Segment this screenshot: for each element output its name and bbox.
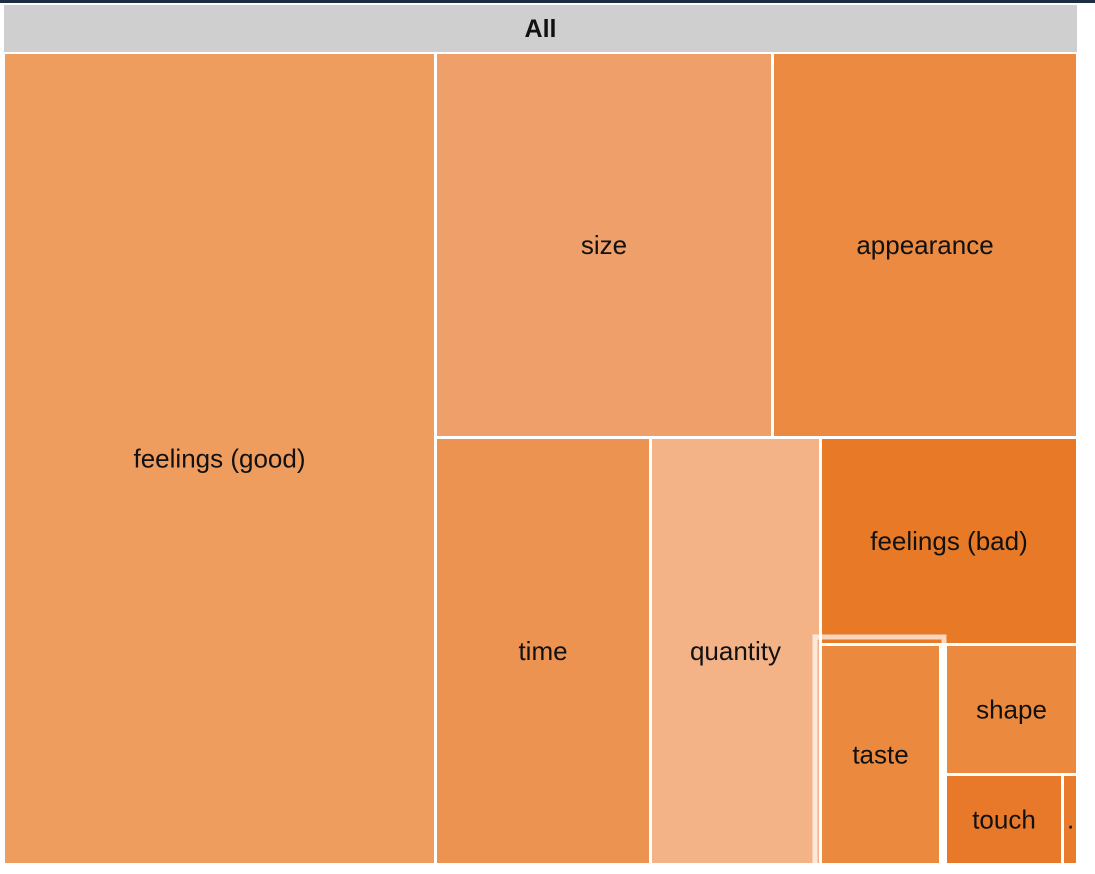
treemap-tile-feelings-bad[interactable]: feelings (bad) <box>820 437 1078 645</box>
treemap-tile-rect[interactable] <box>945 774 1063 865</box>
treemap-tile-label: size <box>581 230 627 260</box>
treemap-tile-label: taste <box>852 740 908 770</box>
treemap-tile-quantity[interactable]: quantity <box>650 437 821 865</box>
treemap-tile-rect[interactable] <box>3 52 436 865</box>
treemap-tile-size[interactable]: size <box>435 52 773 438</box>
top-border-line <box>0 0 1095 3</box>
treemap-tile-label: time <box>518 636 567 666</box>
root-label: All <box>525 15 557 43</box>
treemap-tile-label: quantity <box>690 636 781 666</box>
treemap-tile-feelings-good[interactable]: feelings (good) <box>3 52 436 865</box>
treemap-tile-label: feelings (bad) <box>870 526 1028 556</box>
root-header-bar[interactable] <box>4 5 1077 52</box>
treemap-tile-rect[interactable] <box>650 437 821 865</box>
treemap-tile-rect[interactable] <box>1062 774 1078 865</box>
treemap-tile-label: shape <box>976 695 1047 725</box>
treemap-tile-more[interactable]: . <box>1062 774 1078 865</box>
treemap-tile-label: feelings (good) <box>134 444 306 474</box>
treemap-tile-rect[interactable] <box>435 437 651 865</box>
treemap-tile-rect[interactable] <box>772 52 1078 438</box>
treemap-root[interactable]: All <box>4 5 1077 52</box>
treemap-tile-shape[interactable]: shape <box>945 644 1078 775</box>
treemap-tile-label: appearance <box>856 230 993 260</box>
treemap-tile-rect[interactable] <box>820 437 1078 645</box>
treemap-tile-label: . <box>1067 805 1074 835</box>
treemap-tile-rect[interactable] <box>945 644 1078 775</box>
hover-highlight-outline <box>812 634 947 869</box>
treemap-tile-touch[interactable]: touch <box>945 774 1063 865</box>
treemap-tile-label: touch <box>972 805 1036 835</box>
treemap-tile-time[interactable]: time <box>435 437 651 865</box>
treemap-tile-taste[interactable]: taste <box>812 634 947 869</box>
treemap-tile-appearance[interactable]: appearance <box>772 52 1078 438</box>
treemap-tiles: feelings (good) size appearance time quantit… <box>3 52 1078 869</box>
